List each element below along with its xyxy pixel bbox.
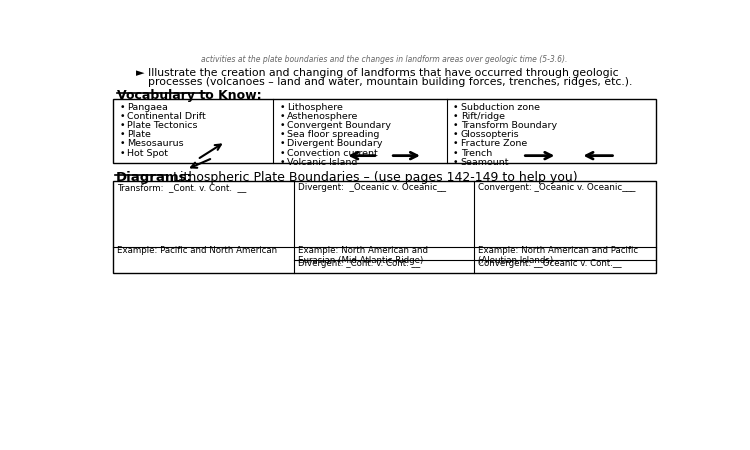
Text: Subduction zone: Subduction zone: [460, 103, 540, 112]
Text: •: •: [453, 148, 458, 157]
Text: Example: Pacific and North American: Example: Pacific and North American: [117, 246, 278, 255]
Text: •: •: [119, 112, 124, 121]
Text: •: •: [453, 103, 458, 112]
Text: Lithosphere: Lithosphere: [287, 103, 343, 112]
Bar: [113, 99, 656, 163]
Text: Fracture Zone: Fracture Zone: [460, 140, 527, 148]
Text: Transform Boundary: Transform Boundary: [460, 121, 556, 130]
Text: Mesosaurus: Mesosaurus: [127, 140, 184, 148]
Text: •: •: [453, 140, 458, 148]
Text: Trench: Trench: [460, 148, 492, 157]
Text: Convergent Boundary: Convergent Boundary: [287, 121, 391, 130]
Text: Transform:  _Cont. v. Cont.  __: Transform: _Cont. v. Cont. __: [117, 183, 246, 192]
Text: Convection current: Convection current: [287, 148, 378, 157]
Text: •: •: [119, 130, 124, 139]
Text: •: •: [453, 121, 458, 130]
Text: •: •: [119, 148, 124, 157]
Text: Convergent: __Oceanic v. Cont.__: Convergent: __Oceanic v. Cont.__: [478, 259, 622, 268]
Text: activities at the plate boundaries and the changes in landform areas over geolog: activities at the plate boundaries and t…: [201, 55, 568, 64]
Text: •: •: [279, 140, 285, 148]
Text: •: •: [279, 121, 285, 130]
Text: •: •: [453, 130, 458, 139]
Text: Convergent: _Oceanic v. Oceanic___: Convergent: _Oceanic v. Oceanic___: [478, 183, 636, 192]
Text: ►: ►: [136, 68, 145, 78]
Text: Illustrate the creation and changing of landforms that have occurred through geo: Illustrate the creation and changing of …: [148, 68, 619, 78]
Text: •: •: [119, 121, 124, 130]
Text: Example: North American and
Eurasian (Mid-Atlantic Ridge): Example: North American and Eurasian (Mi…: [298, 246, 427, 265]
Text: Divergent: _Cont. v. Cont. __: Divergent: _Cont. v. Cont. __: [298, 259, 420, 268]
Text: •: •: [279, 130, 285, 139]
Text: Glossopteris: Glossopteris: [460, 130, 519, 139]
Text: Plate: Plate: [127, 130, 151, 139]
Text: Sea floor spreading: Sea floor spreading: [287, 130, 380, 139]
Text: •: •: [279, 103, 285, 112]
Bar: [113, 181, 656, 274]
Text: •: •: [279, 158, 285, 167]
Text: Lithospheric Plate Boundaries – (use pages 142-149 to help you): Lithospheric Plate Boundaries – (use pag…: [172, 171, 578, 184]
Text: Divergent:  _Oceanic v. Oceanic__: Divergent: _Oceanic v. Oceanic__: [298, 183, 446, 192]
Text: Pangaea: Pangaea: [127, 103, 168, 112]
Text: Seamount: Seamount: [460, 158, 509, 167]
Text: Vocabulary to Know:: Vocabulary to Know:: [117, 89, 262, 102]
Text: •: •: [453, 158, 458, 167]
Text: •: •: [279, 112, 285, 121]
Text: Rift/ridge: Rift/ridge: [460, 112, 505, 121]
Text: processes (volcanoes – land and water, mountain building forces, trenches, ridge: processes (volcanoes – land and water, m…: [148, 77, 632, 87]
Text: Continental Drift: Continental Drift: [127, 112, 206, 121]
Text: •: •: [119, 140, 124, 148]
Text: •: •: [453, 112, 458, 121]
Text: Hot Spot: Hot Spot: [127, 148, 168, 157]
Text: Plate Tectonics: Plate Tectonics: [127, 121, 197, 130]
Text: Volcanic Island: Volcanic Island: [287, 158, 358, 167]
Text: Diagrams:: Diagrams:: [116, 171, 192, 184]
Text: Asthenosphere: Asthenosphere: [287, 112, 358, 121]
Text: Example: North American and Pacific
(Aleutian Islands): Example: North American and Pacific (Ale…: [478, 246, 638, 265]
Text: •: •: [119, 103, 124, 112]
Text: •: •: [279, 148, 285, 157]
Text: Divergent Boundary: Divergent Boundary: [287, 140, 382, 148]
